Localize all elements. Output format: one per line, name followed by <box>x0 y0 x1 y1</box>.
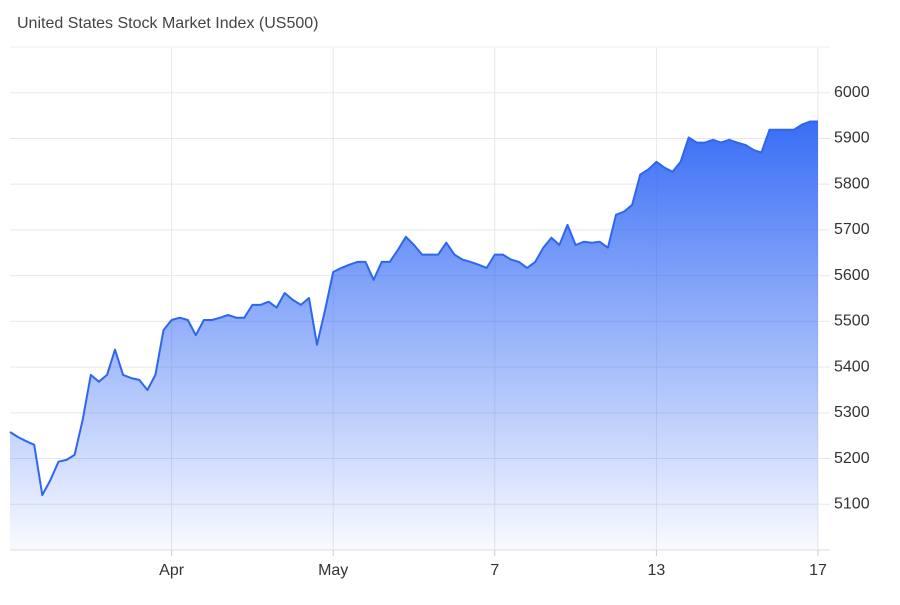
x-tick-label: May <box>318 562 348 579</box>
y-tick-label: 6000 <box>834 84 870 101</box>
y-tick-label: 5700 <box>834 221 870 238</box>
y-tick-label: 5600 <box>834 267 870 284</box>
area-fill <box>10 121 818 550</box>
y-tick-label: 5100 <box>834 495 870 512</box>
x-tick-label: 17 <box>809 562 827 579</box>
x-tick-label: Apr <box>159 562 185 579</box>
y-tick-label: 5200 <box>834 450 870 467</box>
y-tick-label: 5300 <box>834 404 870 421</box>
x-tick-label: 13 <box>648 562 666 579</box>
x-tick-label: 7 <box>490 562 499 579</box>
chart-title: United States Stock Market Index (US500) <box>17 15 318 32</box>
y-tick-label: 5400 <box>834 358 870 375</box>
y-tick-label: 5800 <box>834 175 870 192</box>
y-tick-label: 5500 <box>834 313 870 330</box>
y-tick-label: 5900 <box>834 130 870 147</box>
price-line <box>9 120 818 497</box>
